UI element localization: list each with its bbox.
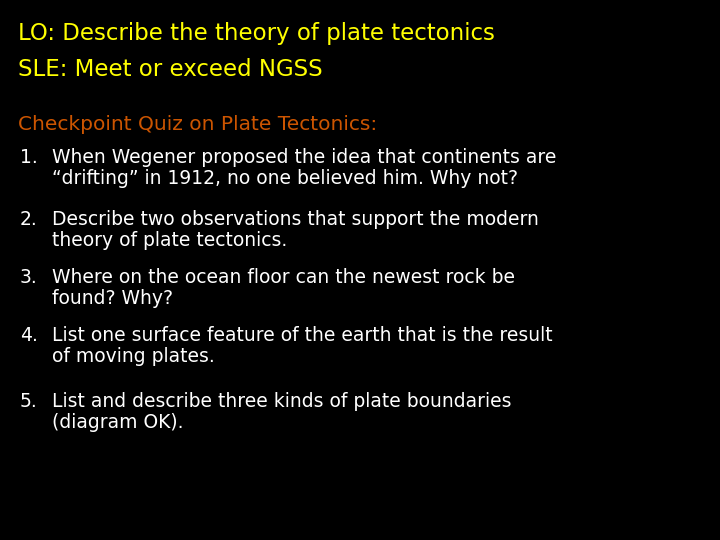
- Text: 4.: 4.: [20, 326, 38, 345]
- Text: Where on the ocean floor can the newest rock be: Where on the ocean floor can the newest …: [52, 268, 515, 287]
- Text: List one surface feature of the earth that is the result: List one surface feature of the earth th…: [52, 326, 553, 345]
- Text: (diagram OK).: (diagram OK).: [52, 413, 184, 432]
- Text: SLE: Meet or exceed NGSS: SLE: Meet or exceed NGSS: [18, 58, 323, 81]
- Text: Describe two observations that support the modern: Describe two observations that support t…: [52, 210, 539, 229]
- Text: 5.: 5.: [20, 392, 37, 411]
- Text: Checkpoint Quiz on Plate Tectonics:: Checkpoint Quiz on Plate Tectonics:: [18, 115, 377, 134]
- Text: 2.: 2.: [20, 210, 37, 229]
- Text: “drifting” in 1912, no one believed him. Why not?: “drifting” in 1912, no one believed him.…: [52, 169, 518, 188]
- Text: found? Why?: found? Why?: [52, 289, 173, 308]
- Text: 1.: 1.: [20, 148, 37, 167]
- Text: of moving plates.: of moving plates.: [52, 347, 215, 366]
- Text: When Wegener proposed the idea that continents are: When Wegener proposed the idea that cont…: [52, 148, 557, 167]
- Text: theory of plate tectonics.: theory of plate tectonics.: [52, 231, 287, 250]
- Text: List and describe three kinds of plate boundaries: List and describe three kinds of plate b…: [52, 392, 511, 411]
- Text: 3.: 3.: [20, 268, 37, 287]
- Text: LO: Describe the theory of plate tectonics: LO: Describe the theory of plate tectoni…: [18, 22, 495, 45]
